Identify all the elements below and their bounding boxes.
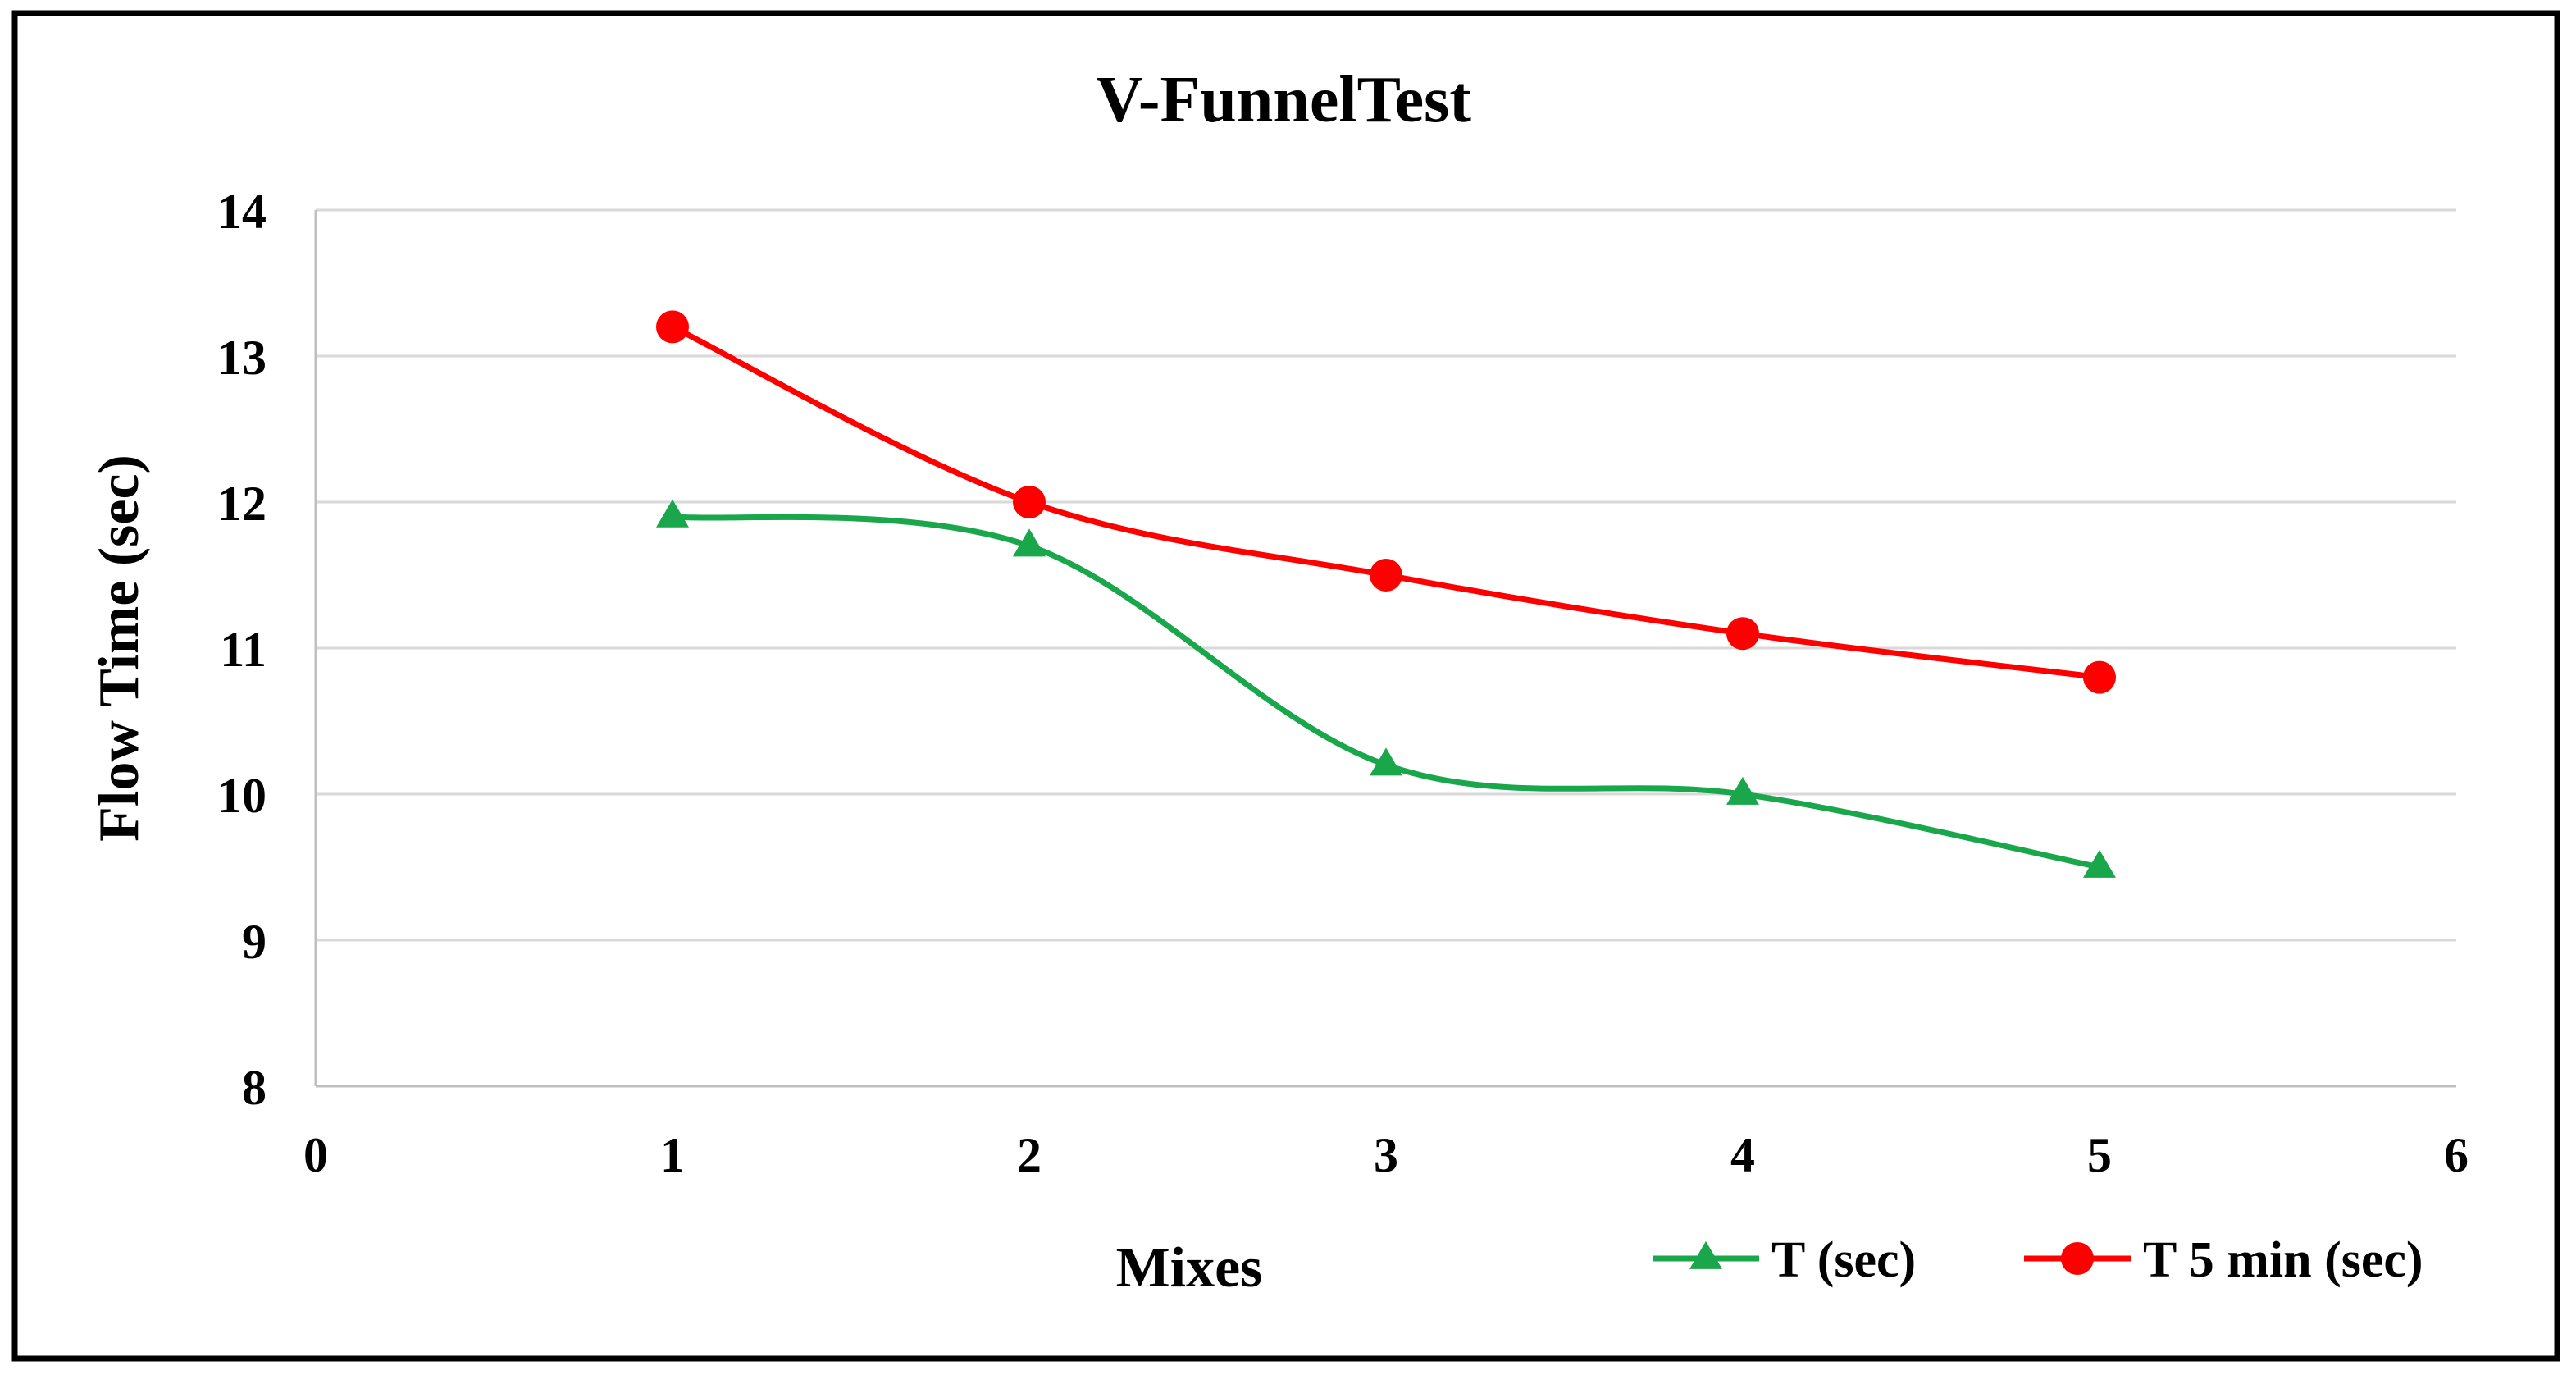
legend-item-t-sec: T (sec) xyxy=(1653,1232,1916,1288)
x-tick-label-2: 2 xyxy=(1017,1128,1042,1182)
legend-swatch-marker-t-5-min-sec xyxy=(2061,1242,2094,1275)
y-tick-label-10: 10 xyxy=(217,769,267,823)
data-point-t-5-min-sec-5 xyxy=(2083,660,2116,694)
x-tick-label-1: 1 xyxy=(660,1128,685,1182)
data-point-t-5-min-sec-2 xyxy=(1013,486,1046,518)
y-tick-label-8: 8 xyxy=(242,1061,267,1115)
data-point-t-sec-2 xyxy=(1013,528,1046,557)
x-tick-label-4: 4 xyxy=(1730,1128,1755,1182)
y-tick-label-13: 13 xyxy=(217,331,267,385)
data-point-t-5-min-sec-1 xyxy=(656,310,689,344)
y-tick-label-12: 12 xyxy=(217,477,267,531)
y-tick-label-14: 14 xyxy=(217,185,267,239)
legend-label-t-sec: T (sec) xyxy=(1771,1232,1916,1288)
series-layer xyxy=(656,310,2116,878)
x-tick-label-0: 0 xyxy=(303,1128,328,1182)
legend-label-t-5-min-sec: T 5 min (sec) xyxy=(2143,1232,2423,1288)
y-tick-label-9: 9 xyxy=(242,915,267,969)
x-axis-label: Mixes xyxy=(1116,1236,1263,1299)
data-point-t-sec-5 xyxy=(2083,849,2116,878)
x-tick-label-3: 3 xyxy=(1374,1128,1398,1182)
x-tick-label-5: 5 xyxy=(2087,1128,2112,1182)
series-t-sec xyxy=(656,499,2116,878)
series-t-5-min-sec xyxy=(656,310,2116,694)
y-tick-label-11: 11 xyxy=(220,623,267,677)
legend-item-t-5-min-sec: T 5 min (sec) xyxy=(2024,1232,2423,1288)
data-point-t-sec-3 xyxy=(1370,747,1402,776)
data-point-t-sec-1 xyxy=(656,499,689,528)
y-axis-label: Flow Time (sec) xyxy=(88,454,151,842)
data-point-t-5-min-sec-4 xyxy=(1726,617,1759,651)
chart-title: V-FunnelTest xyxy=(1096,64,1471,136)
data-point-t-5-min-sec-3 xyxy=(1370,559,1402,592)
legend-swatch-marker-t-sec xyxy=(1689,1240,1722,1269)
axis-layer xyxy=(314,210,2456,1088)
legend: T (sec) T 5 min (sec) xyxy=(1653,1232,2423,1288)
x-tick-label-6: 6 xyxy=(2444,1128,2469,1182)
data-point-t-sec-4 xyxy=(1726,776,1759,805)
chart-frame xyxy=(11,10,2560,1362)
